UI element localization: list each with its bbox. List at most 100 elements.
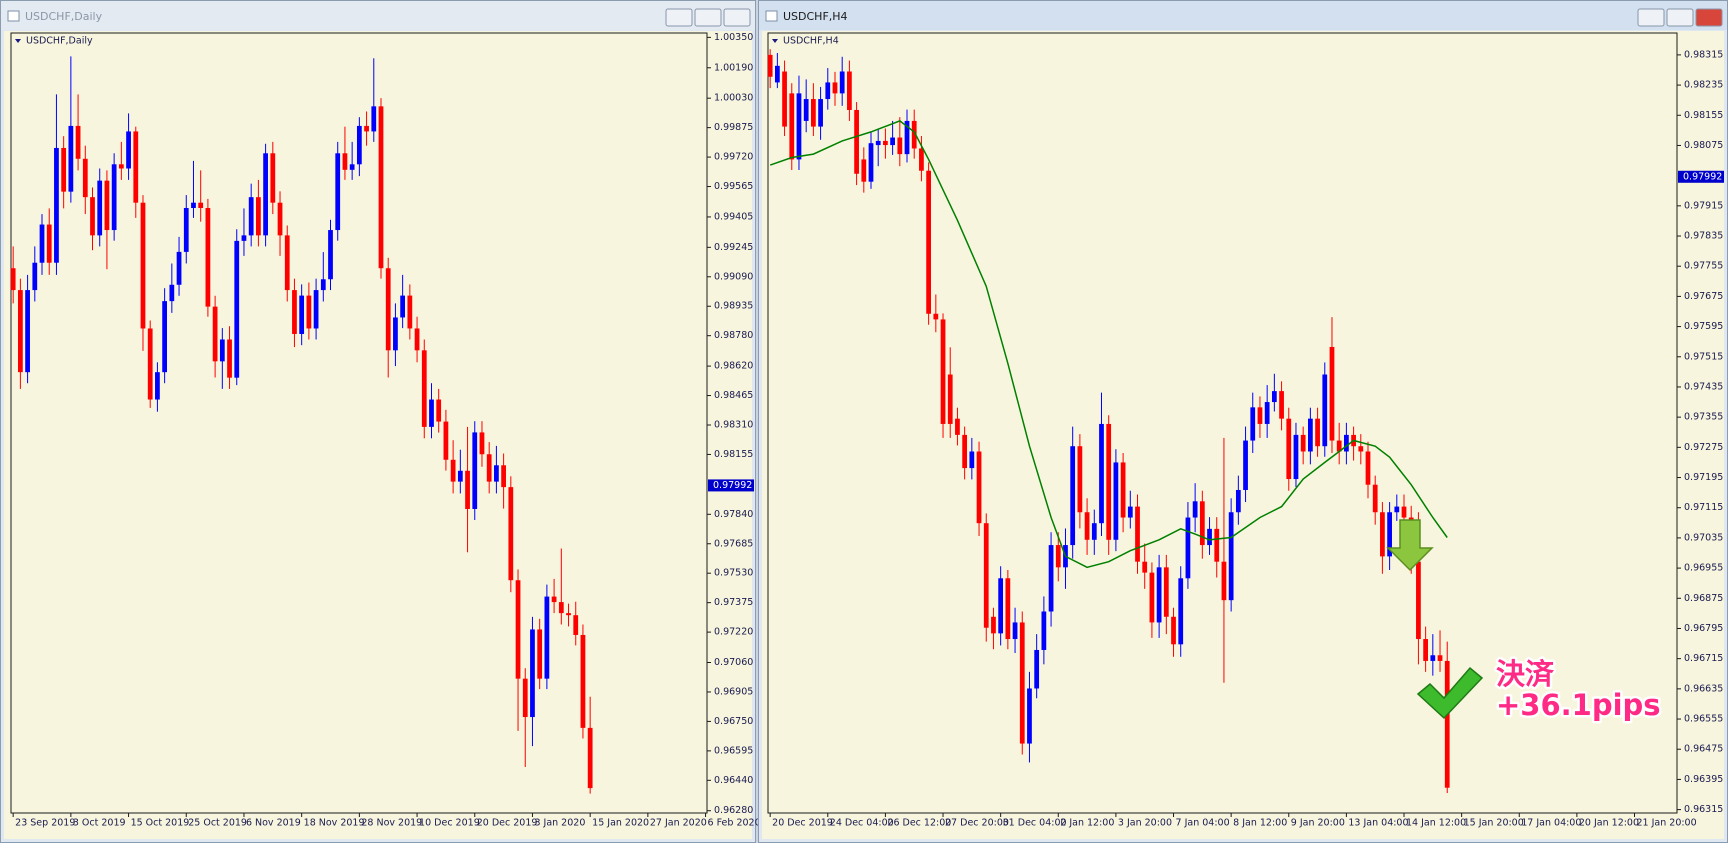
candle-body xyxy=(1228,512,1234,601)
minimize-button[interactable] xyxy=(1637,8,1665,27)
candle-body xyxy=(890,137,895,146)
candle-body xyxy=(472,432,478,509)
candle-body xyxy=(234,240,240,378)
candle-body xyxy=(861,159,867,182)
candle-body xyxy=(991,616,996,634)
candle-body xyxy=(580,634,586,728)
candle-body xyxy=(90,197,95,236)
y-tick-label: 0.96750 xyxy=(714,716,753,727)
candle-body xyxy=(1120,462,1126,518)
candle-body xyxy=(169,284,175,302)
close-button[interactable] xyxy=(723,8,751,27)
y-tick-label: 0.96395 xyxy=(1684,774,1723,785)
candle-body xyxy=(1372,484,1378,513)
y-tick-label: 0.97195 xyxy=(1684,472,1723,483)
y-tick-label: 0.97275 xyxy=(1684,442,1723,453)
x-tick-label: 15 Oct 2019 xyxy=(131,818,190,829)
candle-body xyxy=(1300,434,1306,452)
y-tick-label: 0.98780 xyxy=(714,330,753,341)
candle-body xyxy=(1221,561,1227,601)
candle-body xyxy=(551,596,557,603)
candle-body xyxy=(1077,446,1083,513)
candle-body xyxy=(1336,440,1342,452)
candle-body xyxy=(1048,545,1054,612)
y-tick-label: 0.98620 xyxy=(714,361,753,372)
x-tick-label: 2 Jan 12:00 xyxy=(1060,818,1114,829)
candle-body xyxy=(1387,512,1392,557)
x-tick-label: 20 Dec 2019 xyxy=(772,818,833,829)
y-tick-label: 0.98315 xyxy=(1684,49,1723,60)
maximize-button[interactable] xyxy=(1666,8,1694,27)
candle-body xyxy=(1235,489,1241,513)
close-button[interactable] xyxy=(1695,8,1723,27)
x-tick-label: 8 Jan 12:00 xyxy=(1233,818,1287,829)
candle-body xyxy=(587,727,593,789)
candle-body xyxy=(1185,517,1191,579)
candle-body xyxy=(429,399,434,427)
title-bar xyxy=(1,1,755,30)
y-tick-label: 0.97685 xyxy=(714,538,753,549)
window-title: USDCHF,Daily xyxy=(25,10,103,23)
candle-body xyxy=(385,268,391,351)
y-tick-label: 1.00190 xyxy=(714,62,753,73)
candle-body xyxy=(811,99,816,127)
y-tick-label: 0.99090 xyxy=(714,271,753,282)
y-tick-label: 0.97115 xyxy=(1684,502,1723,513)
y-tick-label: 0.97675 xyxy=(1684,291,1723,302)
candle-body xyxy=(126,131,131,169)
candle-body xyxy=(356,125,362,165)
candle-body xyxy=(1286,418,1292,480)
maximize-button[interactable] xyxy=(694,8,722,27)
candle-body xyxy=(457,470,463,482)
close-checkmark xyxy=(1416,666,1484,720)
x-tick-label: 20 Jan 12:00 xyxy=(1579,818,1639,829)
candle-body xyxy=(904,120,910,155)
candle-body xyxy=(393,317,398,351)
y-tick-label: 0.98935 xyxy=(714,301,753,312)
minimize-button[interactable] xyxy=(665,8,693,27)
candle-body xyxy=(1401,506,1407,518)
candle-body xyxy=(998,578,1004,634)
candle-body xyxy=(501,465,506,488)
x-tick-label: 23 Sep 2019 xyxy=(15,818,75,829)
candle-body xyxy=(32,262,38,291)
candle-body xyxy=(263,153,268,236)
candle-body xyxy=(868,143,874,182)
window-icon xyxy=(7,10,20,22)
x-tick-label: 21 Jan 20:00 xyxy=(1637,818,1697,829)
annotation-label: 決済 xyxy=(1496,657,1555,691)
x-tick-label: 27 Dec 20:00 xyxy=(945,818,1009,829)
y-tick-label: 0.96555 xyxy=(1684,714,1723,725)
candle-body xyxy=(436,399,442,422)
candle-body xyxy=(544,596,550,679)
candle-body xyxy=(414,328,420,351)
y-tick-label: 0.96315 xyxy=(1684,804,1723,815)
y-tick-label: 0.98155 xyxy=(714,449,753,460)
candle-body xyxy=(573,615,579,635)
candle-body xyxy=(1257,407,1263,424)
candle-body xyxy=(1444,660,1450,788)
candle-body xyxy=(292,290,297,334)
candle-body xyxy=(803,99,809,121)
candle-body xyxy=(847,71,852,110)
y-tick-label: 0.97375 xyxy=(714,597,753,608)
title-bar xyxy=(759,1,1727,30)
candle-body xyxy=(1307,418,1313,452)
x-tick-label: 31 Dec 04:00 xyxy=(1003,818,1067,829)
candle-body xyxy=(1380,512,1385,557)
candle-body xyxy=(825,82,831,100)
y-tick-label: 0.96715 xyxy=(1684,653,1723,664)
candle-body xyxy=(1084,512,1090,540)
y-tick-label: 0.96440 xyxy=(714,775,753,786)
x-tick-label: 17 Jan 04:00 xyxy=(1521,818,1581,829)
candle-body xyxy=(767,54,773,77)
candle-body xyxy=(1430,655,1436,661)
chart-area xyxy=(4,31,752,839)
candle-body xyxy=(558,602,564,614)
candle-body xyxy=(940,319,946,424)
candle-body xyxy=(443,421,449,460)
y-tick-label: 0.96280 xyxy=(714,805,753,816)
x-tick-label: 3 Jan 2020 xyxy=(534,818,585,829)
candle-body xyxy=(147,328,153,400)
